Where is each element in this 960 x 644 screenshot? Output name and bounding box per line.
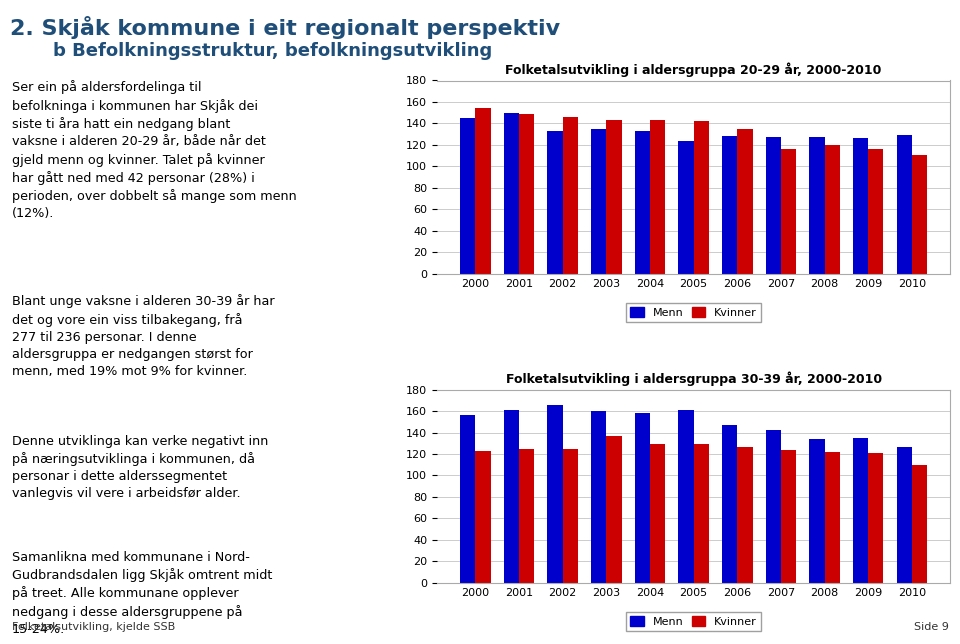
Bar bbox=[825, 145, 840, 274]
Title: Folketalsutvikling i aldersgruppa 20-29 år, 2000-2010: Folketalsutvikling i aldersgruppa 20-29 … bbox=[505, 62, 882, 77]
Bar bbox=[607, 436, 621, 583]
Bar bbox=[504, 410, 519, 583]
Bar bbox=[912, 155, 927, 274]
Bar bbox=[897, 446, 912, 583]
Text: Samanlikna med kommunane i Nord-
Gudbrandsdalen ligg Skjåk omtrent midt
på treet: Samanlikna med kommunane i Nord- Gudbran… bbox=[12, 551, 272, 636]
Bar bbox=[825, 452, 840, 583]
Bar bbox=[722, 425, 737, 583]
Bar bbox=[591, 129, 607, 274]
Bar bbox=[679, 410, 693, 583]
Bar bbox=[635, 131, 650, 274]
Bar bbox=[780, 149, 796, 274]
Bar bbox=[737, 446, 753, 583]
Bar bbox=[591, 411, 607, 583]
Bar bbox=[897, 135, 912, 274]
Legend: Menn, Kvinner: Menn, Kvinner bbox=[626, 612, 761, 631]
Bar bbox=[722, 137, 737, 274]
Bar bbox=[475, 451, 491, 583]
Bar bbox=[868, 453, 883, 583]
Bar bbox=[852, 138, 868, 274]
Bar bbox=[650, 444, 665, 583]
Bar bbox=[809, 137, 825, 274]
Text: Denne utviklinga kan verke negativt inn
på næringsutviklinga i kommunen, då
pers: Denne utviklinga kan verke negativt inn … bbox=[12, 435, 268, 500]
Text: Ser ein på aldersfordelinga til
befolkninga i kommunen har Skjåk dei
siste ti år: Ser ein på aldersfordelinga til befolkni… bbox=[12, 80, 297, 220]
Bar bbox=[563, 449, 578, 583]
Bar bbox=[737, 129, 753, 274]
Title: Folketalsutvikling i aldersgruppa 30-39 år, 2000-2010: Folketalsutvikling i aldersgruppa 30-39 … bbox=[506, 371, 881, 386]
Text: 2. Skjåk kommune i eit regionalt perspektiv: 2. Skjåk kommune i eit regionalt perspek… bbox=[10, 16, 560, 39]
Bar bbox=[868, 149, 883, 274]
Bar bbox=[852, 438, 868, 583]
Bar bbox=[650, 120, 665, 274]
Text: Side 9: Side 9 bbox=[914, 622, 948, 632]
Bar bbox=[809, 439, 825, 583]
Bar bbox=[475, 108, 491, 274]
Bar bbox=[547, 404, 563, 583]
Bar bbox=[765, 430, 780, 583]
Legend: Menn, Kvinner: Menn, Kvinner bbox=[626, 303, 761, 322]
Bar bbox=[679, 140, 693, 274]
Bar bbox=[693, 444, 708, 583]
Text: Folketalsutvikling, kjelde SSB: Folketalsutvikling, kjelde SSB bbox=[12, 622, 175, 632]
Text: b Befolkningsstruktur, befolkningsutvikling: b Befolkningsstruktur, befolkningsutvikl… bbox=[53, 42, 492, 60]
Bar bbox=[460, 118, 475, 274]
Bar bbox=[693, 121, 708, 274]
Bar bbox=[504, 113, 519, 274]
Bar bbox=[635, 413, 650, 583]
Bar bbox=[519, 449, 535, 583]
Bar bbox=[780, 450, 796, 583]
Text: Blant unge vaksne i alderen 30-39 år har
det og vore ein viss tilbakegang, frå
2: Blant unge vaksne i alderen 30-39 år har… bbox=[12, 294, 275, 377]
Bar bbox=[563, 117, 578, 274]
Bar bbox=[765, 137, 780, 274]
Bar bbox=[912, 465, 927, 583]
Bar bbox=[547, 131, 563, 274]
Bar bbox=[519, 114, 535, 274]
Bar bbox=[607, 120, 621, 274]
Bar bbox=[460, 415, 475, 583]
